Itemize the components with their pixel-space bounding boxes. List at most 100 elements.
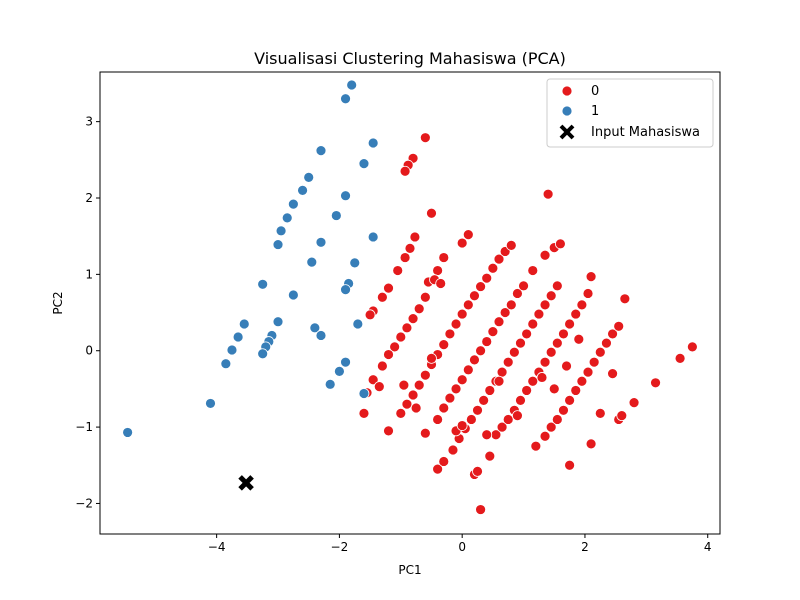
plot-frame	[99, 71, 721, 535]
cluster-1-point	[275, 225, 287, 237]
cluster-1-point	[281, 212, 293, 224]
cluster-0-point	[419, 369, 431, 381]
cluster-0-point	[472, 404, 483, 416]
cluster-0-point	[496, 421, 508, 433]
cluster-0-point	[650, 377, 661, 389]
cluster-1-point	[324, 378, 336, 390]
cluster-0-point	[392, 265, 404, 276]
cluster-0-point	[527, 318, 539, 330]
cluster-0-point	[530, 440, 542, 452]
cluster-0-point	[407, 313, 419, 325]
cluster-0-point	[512, 288, 523, 299]
legend-marker-1	[561, 105, 573, 117]
cluster-1-point	[349, 257, 361, 269]
x-tick-label: 0	[458, 540, 466, 554]
cluster-0-point	[613, 320, 625, 332]
cluster-0-point	[419, 427, 431, 439]
cluster-0-point	[432, 414, 444, 425]
cluster-0-point	[395, 407, 407, 419]
cluster-0-point	[564, 394, 576, 406]
cluster-0-point	[582, 288, 594, 299]
cluster-0-point	[383, 425, 394, 437]
cluster-0-point	[570, 385, 582, 396]
cluster-0-point	[573, 333, 585, 345]
cluster-1-point	[287, 289, 299, 301]
cluster-0-point	[576, 375, 588, 387]
cluster-1-point	[297, 184, 308, 196]
cluster-0-point	[450, 318, 462, 330]
cluster-0-point	[456, 308, 468, 320]
legend-box	[546, 78, 714, 148]
legend-label-1: 1	[591, 104, 599, 119]
cluster-0-point	[395, 331, 407, 343]
legend-item-1: 1	[561, 104, 599, 119]
cluster-1-point	[238, 318, 250, 330]
y-tick-label: 3	[85, 115, 93, 129]
cluster-0-point	[407, 389, 419, 401]
cluster-1-point	[340, 190, 351, 202]
cluster-0-point	[426, 352, 437, 364]
cluster-1-point	[346, 79, 358, 91]
cluster-0-point	[561, 360, 572, 372]
cluster-0-point	[619, 293, 631, 305]
cluster-0-point	[512, 410, 523, 422]
cluster-0-point	[588, 356, 600, 368]
cluster-0-point	[447, 444, 459, 456]
cluster-0-point	[469, 290, 480, 302]
cluster-0-point	[358, 407, 370, 419]
y-tick-label: −1	[75, 420, 93, 434]
cluster-0-point	[607, 368, 618, 380]
cluster-0-point	[502, 356, 514, 368]
cluster-0-point	[481, 336, 493, 347]
cluster-0-point	[389, 341, 401, 353]
y-axis: −2 −1 0 1 2 3	[75, 115, 100, 510]
cluster-0-point	[521, 328, 533, 340]
cluster-1-point	[272, 239, 284, 250]
cluster-0-point	[545, 346, 557, 358]
cluster-1-point	[340, 284, 351, 296]
cluster-0-point	[686, 341, 698, 353]
cluster-0-point	[521, 385, 533, 396]
cluster-0-point	[594, 346, 606, 358]
cluster-0-point	[502, 414, 514, 425]
cluster-0-point	[496, 366, 508, 378]
cluster-1-point	[122, 427, 134, 438]
cluster-0-point	[462, 229, 474, 241]
y-tick-label: 2	[85, 191, 93, 205]
cluster-0-point	[527, 265, 539, 276]
cluster-0-point	[399, 252, 411, 263]
cluster-0-point	[601, 337, 612, 349]
y-tick-label: −2	[75, 496, 93, 510]
legend-item-0: 0	[561, 84, 599, 99]
legend-label-input-mahasiswa: Input Mahasiswa	[591, 125, 700, 140]
cluster-0-point	[401, 322, 413, 334]
cluster-0-point	[527, 375, 539, 387]
cluster-0-point	[545, 290, 557, 302]
cluster-1-point	[287, 198, 299, 210]
cluster-1-point	[306, 256, 318, 268]
cluster-0-point	[481, 429, 493, 441]
cluster-0-point	[438, 402, 450, 414]
cluster-0-point	[539, 299, 551, 311]
cluster-0-point	[551, 337, 563, 349]
x-tick-label: −4	[208, 540, 226, 554]
cluster-0-point	[450, 383, 462, 395]
cluster-0-point	[585, 271, 597, 283]
input-mahasiswa-marker	[238, 475, 254, 491]
cluster-0-point	[505, 299, 517, 311]
cluster-1-point	[257, 348, 269, 360]
cluster-0-point	[607, 328, 618, 340]
cluster-0-point	[487, 326, 499, 338]
cluster-1-point	[330, 210, 342, 221]
cluster-0-point	[539, 430, 551, 442]
cluster-1-point	[315, 236, 327, 248]
cluster-0-point	[444, 392, 456, 404]
cluster-0-point	[493, 375, 505, 387]
cluster-0-point	[404, 242, 416, 254]
cluster-0-point	[515, 394, 526, 406]
points-layer	[122, 79, 698, 515]
cluster-0-point	[383, 282, 394, 294]
cluster-0-point	[674, 352, 686, 364]
cluster-0-point	[558, 328, 569, 340]
